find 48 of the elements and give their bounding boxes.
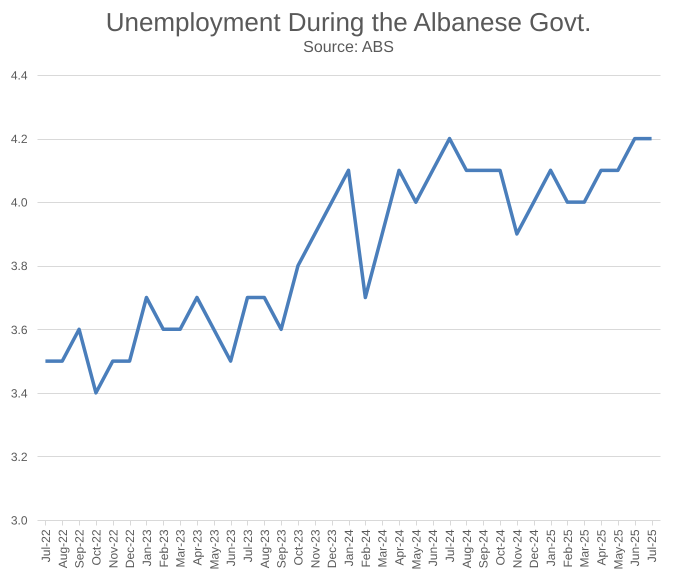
x-tick-label: Jan-24 [342, 529, 356, 566]
x-tick-label: Sep-24 [476, 529, 491, 568]
chart-subtitle: Source: ABS [303, 39, 394, 56]
x-tick-label: Apr-24 [392, 529, 407, 566]
x-tick-label: Feb-25 [560, 529, 575, 568]
y-tick-label: 3.2 [10, 450, 28, 464]
x-tick-label: Feb-24 [358, 529, 373, 568]
x-tick-label: Dec-22 [123, 529, 138, 568]
x-tick-label: Nov-22 [106, 529, 120, 568]
x-tick-label: Jul-22 [38, 529, 53, 562]
y-tick-label: 4.2 [10, 132, 28, 146]
x-tick-label: Mar-23 [174, 529, 188, 568]
y-tick-label: 3.4 [10, 386, 28, 400]
x-tick-label: Jul-23 [240, 529, 255, 562]
x-tick-label: May-24 [409, 529, 424, 570]
x-tick-label: Oct-22 [89, 529, 104, 566]
x-tick-label: Apr-23 [190, 529, 204, 566]
x-tick-label: Dec-24 [527, 529, 542, 568]
x-tick-label: Apr-25 [594, 529, 609, 566]
x-tick-label: Jan-25 [544, 529, 558, 566]
y-tick-label: 3.6 [10, 322, 28, 337]
x-tick-label: Sep-23 [274, 529, 289, 568]
x-tick-label: May-23 [207, 529, 222, 570]
x-tick-label: Dec-23 [325, 529, 340, 568]
x-tick-label: Mar-25 [578, 529, 592, 568]
y-tick-label: 3.0 [10, 514, 28, 528]
y-tick-label: 4.0 [10, 196, 28, 210]
x-tick-label: Oct-23 [291, 529, 306, 566]
line-series [44, 136, 654, 395]
y-tick-label: 4.4 [10, 68, 28, 82]
x-tick-label: Sep-22 [72, 529, 87, 568]
x-tick-label: Jun-24 [426, 529, 440, 566]
x-tick-label: May-25 [611, 529, 626, 570]
x-tick-label: Feb-23 [156, 529, 171, 568]
x-tick-label: Aug-22 [56, 529, 70, 568]
x-tick-label: Aug-24 [460, 529, 474, 568]
x-tick-label: Jun-23 [224, 529, 238, 566]
x-tick-label: Jul-24 [443, 529, 458, 562]
x-tick-label: Nov-24 [510, 529, 524, 568]
x-tick-label: Jan-23 [140, 529, 154, 566]
y-tick-label: 3.8 [10, 259, 28, 274]
x-tick-label: Oct-24 [494, 529, 508, 566]
x-tick-label: Mar-24 [376, 529, 390, 568]
x-tick-label: Nov-23 [308, 529, 322, 568]
chart-title: Unemployment During the Albanese Govt. [106, 7, 592, 37]
x-tick-label: Jun-25 [628, 529, 642, 566]
x-tick-label: Aug-23 [258, 529, 272, 568]
x-tick-label: Jul-25 [645, 529, 660, 562]
